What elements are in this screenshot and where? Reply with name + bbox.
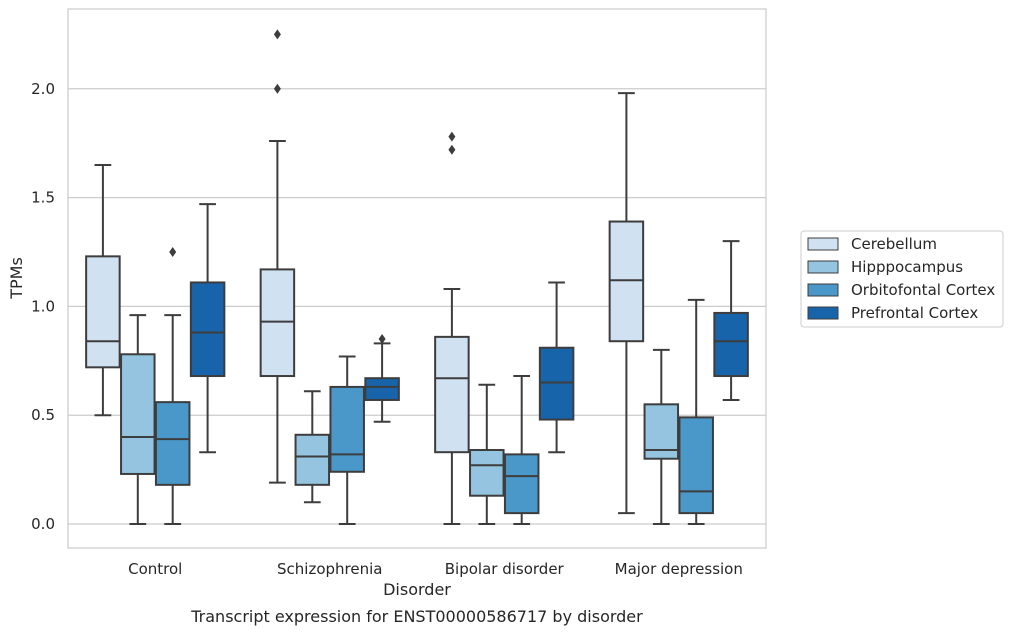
box-iqr xyxy=(538,346,575,421)
y-tick-label: 2.0 xyxy=(31,80,55,98)
box-iqr xyxy=(678,416,714,515)
outlier-point xyxy=(169,247,177,257)
legend-swatch-cerebellum xyxy=(807,237,839,251)
legend-label-orbitofontal-cortex: Orbitofontal Cortex xyxy=(851,281,995,299)
box-layer xyxy=(85,29,749,525)
box-iqr xyxy=(120,353,156,475)
outlier-point xyxy=(378,334,386,345)
box-bipolar-disorder-cerebellum xyxy=(434,131,470,525)
box-iqr xyxy=(154,401,191,486)
y-tick-label: 0.5 xyxy=(31,406,55,424)
legend-label-hipppocampus: Hipppocampus xyxy=(851,258,963,276)
legend-swatch-orbitofontal-cortex xyxy=(807,283,839,297)
box-iqr xyxy=(294,433,331,486)
box-iqr xyxy=(329,385,365,473)
y-tick-labels: 0.0 0.5 1.0 1.5 2.0 xyxy=(31,80,55,533)
plot-area-frame xyxy=(67,8,767,549)
x-tick-label-major-depression: Major depression xyxy=(615,560,743,578)
box-major-depression-hipppocampus xyxy=(643,348,680,525)
box-major-depression-prefrontal-cortex xyxy=(713,240,749,401)
y-tick-label: 1.0 xyxy=(31,297,55,315)
box-major-depression-cerebellum xyxy=(608,92,645,515)
x-axis-label: Disorder xyxy=(383,580,451,599)
box-schizophrenia-cerebellum xyxy=(259,29,296,484)
y-axis-label: TPMs xyxy=(7,257,26,300)
legend-label-prefrontal-cortex: Prefrontal Cortex xyxy=(851,304,978,322)
legend-frame xyxy=(800,230,1004,328)
y-tick-label: 0.0 xyxy=(31,515,55,533)
x-tick-label-schizophrenia: Schizophrenia xyxy=(277,560,382,578)
outlier-point xyxy=(448,144,456,155)
box-control-cerebellum xyxy=(85,163,121,417)
figure-caption: Transcript expression for ENST0000058671… xyxy=(190,607,643,626)
legend: Cerebellum Hipppocampus Orbitofontal Cor… xyxy=(800,230,1004,328)
box-bipolar-disorder-orbitofontal-cortex xyxy=(503,375,540,525)
outlier-point xyxy=(273,29,281,40)
y-tick-label: 1.5 xyxy=(31,189,55,207)
box-schizophrenia-prefrontal-cortex xyxy=(364,334,400,423)
box-iqr xyxy=(364,377,400,401)
x-tick-label-bipolar-disorder: Bipolar disorder xyxy=(445,560,565,578)
x-tick-labels: Control Schizophrenia Bipolar disorder Majo… xyxy=(128,560,743,578)
box-iqr xyxy=(503,453,540,515)
box-iqr xyxy=(434,335,470,454)
box-bipolar-disorder-prefrontal-cortex xyxy=(538,281,575,454)
legend-label-cerebellum: Cerebellum xyxy=(851,235,937,253)
box-iqr xyxy=(189,281,226,378)
outlier-point xyxy=(273,83,281,94)
box-iqr xyxy=(85,255,121,369)
outlier-point xyxy=(448,131,456,142)
legend-swatch-hipppocampus xyxy=(807,260,839,274)
box-schizophrenia-orbitofontal-cortex xyxy=(329,355,365,525)
box-iqr xyxy=(259,268,296,378)
box-iqr xyxy=(608,220,645,343)
box-iqr xyxy=(469,449,505,497)
box-control-prefrontal-cortex xyxy=(189,203,226,454)
box-bipolar-disorder-hipppocampus xyxy=(469,383,505,525)
legend-swatch-prefrontal-cortex xyxy=(807,306,839,320)
x-tick-label-control: Control xyxy=(128,560,182,578)
box-control-hipppocampus xyxy=(120,314,156,525)
box-iqr xyxy=(713,311,749,378)
box-control-orbitofontal-cortex xyxy=(154,247,191,525)
box-schizophrenia-hipppocampus xyxy=(294,390,331,504)
box-major-depression-orbitofontal-cortex xyxy=(678,298,714,525)
